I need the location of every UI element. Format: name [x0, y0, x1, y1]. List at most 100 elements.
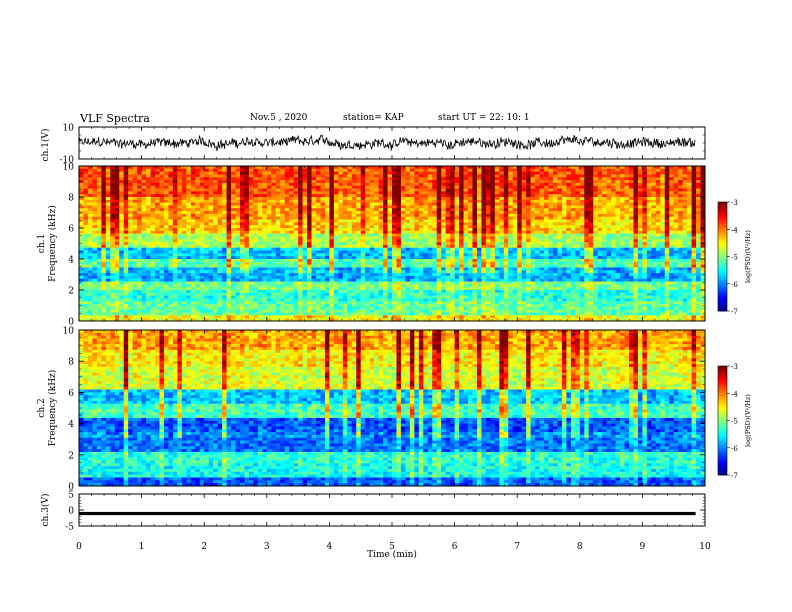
ch1-spectrogram-cell	[142, 239, 147, 242]
ch1-spectrogram-cell	[405, 239, 410, 242]
ch1-spectrogram-cell	[446, 217, 451, 220]
ch1-spectrogram-cell	[159, 217, 164, 220]
ch1-spectrogram-cell	[142, 203, 147, 206]
ch1-spectrogram-cell	[97, 245, 102, 248]
ch1-spectrogram-cell	[472, 200, 477, 203]
ch1-spectrogram-cell	[638, 180, 643, 183]
ch1-spectrogram-cell	[392, 169, 397, 172]
ch1-spectrogram-cell	[200, 236, 205, 239]
ch1-spectrogram-cell	[227, 256, 232, 259]
ch1-spectrogram-cell	[312, 262, 317, 265]
ch1-spectrogram-cell	[459, 177, 464, 180]
ch1-spectrogram-cell	[446, 180, 451, 183]
ch1-spectrogram-cell	[191, 197, 196, 200]
ch1-spectrogram-cell	[307, 245, 312, 248]
ch1-spectrogram-cell	[88, 174, 93, 177]
ch1-spectrogram-cell	[638, 239, 643, 242]
ch1-spectrogram-cell	[92, 180, 97, 183]
ch1-spectrogram-cell	[522, 186, 527, 189]
ch1-spectrogram-cell	[352, 194, 357, 197]
ch1-spectrogram-cell	[495, 253, 500, 256]
ch1-spectrogram-cell	[517, 262, 522, 265]
ch1-spectrogram-cell	[459, 239, 464, 242]
ch1-spectrogram-cell	[535, 245, 540, 248]
ch1-spectrogram-cell	[557, 205, 562, 208]
ch1-spectrogram-cell	[379, 211, 384, 214]
ch1-spectrogram-cell	[477, 208, 482, 211]
ch1-spectrogram-cell	[182, 183, 187, 186]
ch1-spectrogram-cell	[168, 211, 173, 214]
ch1-spectrogram-cell	[598, 236, 603, 239]
ch1-spectrogram-cell	[687, 236, 692, 239]
ch1-spectrogram-cell	[258, 242, 263, 245]
ch1-spectrogram-cell	[191, 236, 196, 239]
ch1-spectrogram-cell	[258, 225, 263, 228]
ch1-spectrogram-cell	[486, 217, 491, 220]
ch1-spectrogram-cell	[629, 177, 634, 180]
ch1-spectrogram-cell	[531, 186, 536, 189]
ch1-spectrogram-cell	[423, 208, 428, 211]
ch1-spectrogram-cell	[517, 222, 522, 225]
ch1-spectrogram-cell	[222, 174, 227, 177]
ch1-spectrogram-cell	[164, 220, 169, 223]
ch1-spectrogram-cell	[405, 189, 410, 192]
ch1-spectrogram-cell	[316, 256, 321, 259]
ch1-spectrogram-cell	[642, 180, 647, 183]
ch1-spectrogram-cell	[616, 248, 621, 251]
ch1-spectrogram-cell	[392, 242, 397, 245]
ch1-spectrogram-cell	[513, 253, 518, 256]
ch1-spectrogram-cell	[611, 197, 616, 200]
ch1-spectrogram-cell	[656, 180, 661, 183]
ch1-spectrogram-cell	[584, 203, 589, 206]
ch1-spectrogram-cell	[285, 186, 290, 189]
ch1-spectrogram-cell	[240, 245, 245, 248]
ch1-spectrogram-cell	[477, 262, 482, 265]
ch1-spectrogram-cell	[307, 186, 312, 189]
ch1-spectrogram-cell	[271, 183, 276, 186]
ch1-spectrogram-cell	[173, 197, 178, 200]
ch1-spectrogram-cell	[124, 172, 129, 175]
ch1-spectrogram-cell	[365, 256, 370, 259]
ch1-spectrogram-cell	[347, 180, 352, 183]
ch1-spectrogram-cell	[419, 169, 424, 172]
ch1-spectrogram-cell	[124, 208, 129, 211]
ch1-spectrogram-cell	[584, 200, 589, 203]
ch1-spectrogram-cell	[222, 211, 227, 214]
ch1-spectrogram-cell	[414, 217, 419, 220]
ch1-spectrogram-cell	[285, 222, 290, 225]
ch1-spectrogram-cell	[374, 242, 379, 245]
ch1-spectrogram-cell	[459, 242, 464, 245]
ch1-spectrogram-cell	[396, 242, 401, 245]
ch1-spectrogram-cell	[356, 220, 361, 223]
ch1-spectrogram-cell	[79, 200, 84, 203]
ch1-spectrogram-cell	[110, 256, 115, 259]
ch1-spectrogram-cell	[146, 172, 151, 175]
ch1-spectrogram-cell	[106, 242, 111, 245]
ch1-spectrogram-cell	[683, 248, 688, 251]
ch1-spectrogram-cell	[236, 205, 241, 208]
ch1-spectrogram-cell	[692, 205, 697, 208]
ch1-spectrogram-cell	[365, 245, 370, 248]
ch1-spectrogram-cell	[410, 253, 415, 256]
ch1-spectrogram-cell	[285, 172, 290, 175]
ch1-spectrogram-cell	[517, 208, 522, 211]
ch1-spectrogram-cell	[195, 222, 200, 225]
ch1-spectrogram-cell	[450, 245, 455, 248]
ch1-spectrogram-cell	[329, 180, 334, 183]
ch1-spectrogram-cell	[571, 214, 576, 217]
ch1-spectrogram-cell	[490, 248, 495, 251]
ch1-spectrogram-cell	[383, 197, 388, 200]
ch1-spectrogram-cell	[683, 194, 688, 197]
ch1-spectrogram-cell	[347, 217, 352, 220]
ch1-spectrogram-cell	[325, 253, 330, 256]
ch1-spectrogram-cell	[580, 180, 585, 183]
ch1-spectrogram-cell	[526, 256, 531, 259]
ch1-spectrogram-cell	[696, 205, 701, 208]
ch1-spectrogram-cell	[110, 225, 115, 228]
ch1-spectrogram-cell	[204, 174, 209, 177]
ch1-spectrogram-cell	[258, 236, 263, 239]
ch1-spectrogram-cell	[329, 248, 334, 251]
ch1-spectrogram-cell	[674, 211, 679, 214]
ch1-spectrogram-cell	[665, 248, 670, 251]
ch1-spectrogram-cell	[678, 231, 683, 234]
